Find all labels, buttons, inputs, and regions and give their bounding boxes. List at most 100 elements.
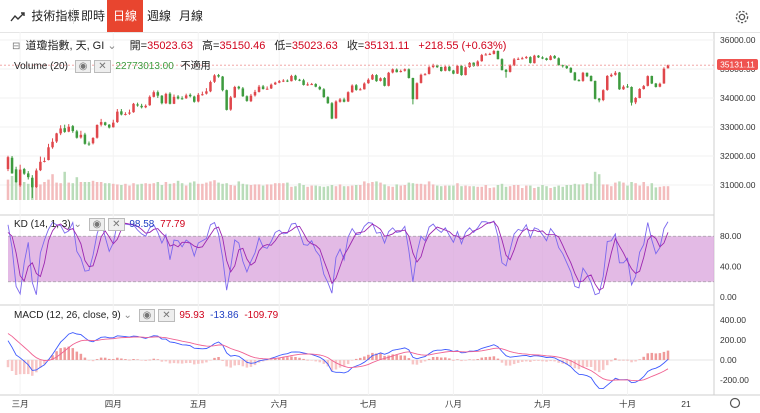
candle-body [435,64,439,68]
macd-hist-bar [500,360,504,363]
volume-bar [87,182,91,200]
candle-body [43,160,46,162]
volume-bar [261,185,265,200]
candle-body [403,69,407,71]
candle-body [334,101,338,119]
chevron-down-icon[interactable]: ⌄ [73,219,82,230]
candle-body [529,57,532,63]
macd-tick-label: 400.00 [720,315,746,325]
volume-bar [387,186,390,200]
macd-hist-bar [10,360,14,371]
indicator-button[interactable]: 技術指標 [10,0,79,32]
macd-hist-bar [626,359,629,361]
volume-bar [193,181,196,200]
volume-bar [282,183,285,200]
macd-hist-bar [306,359,309,361]
candle-body [614,72,617,75]
candle-body [650,75,654,84]
macd-hist-bar [140,360,143,361]
volume-bar [496,185,500,200]
volume-bar [541,185,544,200]
candles [0,49,714,199]
kd-tick-label: 40.00 [720,262,742,272]
price-tick-label: 32000.00 [720,151,756,161]
candle-body [35,170,38,188]
macd-tick-label: 200.00 [720,335,746,345]
volume-bar [51,174,54,200]
change-value: +218.55 (+0.63%) [418,40,507,52]
visibility-icon[interactable]: ◉ [74,60,92,73]
volume-bar [209,181,212,200]
volume-bar [537,186,540,200]
volume-bar [205,182,208,200]
candle-body [136,104,139,106]
macd-hist-bar [427,358,431,360]
macd-hist-bar [273,358,277,360]
volume-bar [553,186,556,200]
month-label: 五月 [190,399,207,409]
candle-body [10,157,14,174]
interval-tab-monthly[interactable]: 月線 [179,9,204,23]
macd-hist-bar [225,360,228,367]
axis-settings-button[interactable] [729,397,741,409]
visibility-icon[interactable]: ◉ [88,218,106,231]
volume-bar [116,184,119,200]
volume-bar [476,186,479,200]
candle-body [391,69,394,73]
interval-tab-realtime[interactable]: 即時 [81,9,106,23]
interval-tab-weekly[interactable]: 週線 [147,9,172,23]
candle-body [128,112,131,114]
volume-bar [371,182,374,200]
volume-bar [197,183,200,200]
candle-body [193,96,196,102]
volume-bar [229,185,232,200]
macd-tick-label: -200.00 [720,375,749,385]
volume-bar [577,184,581,200]
macd-hist-bar [136,359,139,360]
chevron-down-icon[interactable]: ⌄ [107,40,117,52]
volume-bar [630,182,633,200]
volume-bar [569,185,573,200]
macd-hist-bar [391,354,394,360]
volume-bar [188,182,192,200]
volume-bar [132,183,135,200]
high-label: 高= [202,40,220,52]
settings-button[interactable] [734,0,750,32]
candle-body [411,77,415,100]
low-label: 低= [274,40,292,52]
candle-body [585,72,589,77]
chevron-down-icon[interactable]: ⌄ [123,310,132,321]
candle-body [508,65,512,72]
volume-bar [508,186,512,200]
candle-body [569,67,573,73]
volume-bar [326,186,330,200]
candle-body [249,95,253,102]
macd-hist-bar [233,360,237,366]
close-icon[interactable]: ✕ [94,60,111,73]
volume-bar [217,182,220,200]
macd-hist-bar [193,360,196,365]
candle-body [103,122,107,125]
visibility-icon[interactable]: ◉ [138,309,156,322]
volume-bar [75,177,79,200]
macd-hist-bar [431,357,435,360]
axes: 36000.0035000.0034000.0033000.0032000.00… [12,35,756,409]
volume-bar [407,182,411,200]
close-icon[interactable]: ✕ [108,218,125,231]
macd-hist-bar [549,360,552,362]
candle-body [448,66,451,71]
interval-tab-daily[interactable]: 日線 [107,0,143,32]
macd-hist-bar [423,360,427,362]
collapse-icon[interactable]: ⊟ [12,41,21,52]
volume-bar [120,185,123,200]
volume-bar [67,182,70,200]
volume-bar [253,184,257,200]
volume-bar [642,182,645,200]
volume-bar [184,185,188,200]
volume-bar [330,185,334,200]
macd-hist-bar [395,355,398,360]
close-icon[interactable]: ✕ [158,309,175,322]
toolbar-divider [73,8,74,24]
low-value: 35023.63 [291,40,338,52]
candle-body [326,97,330,104]
